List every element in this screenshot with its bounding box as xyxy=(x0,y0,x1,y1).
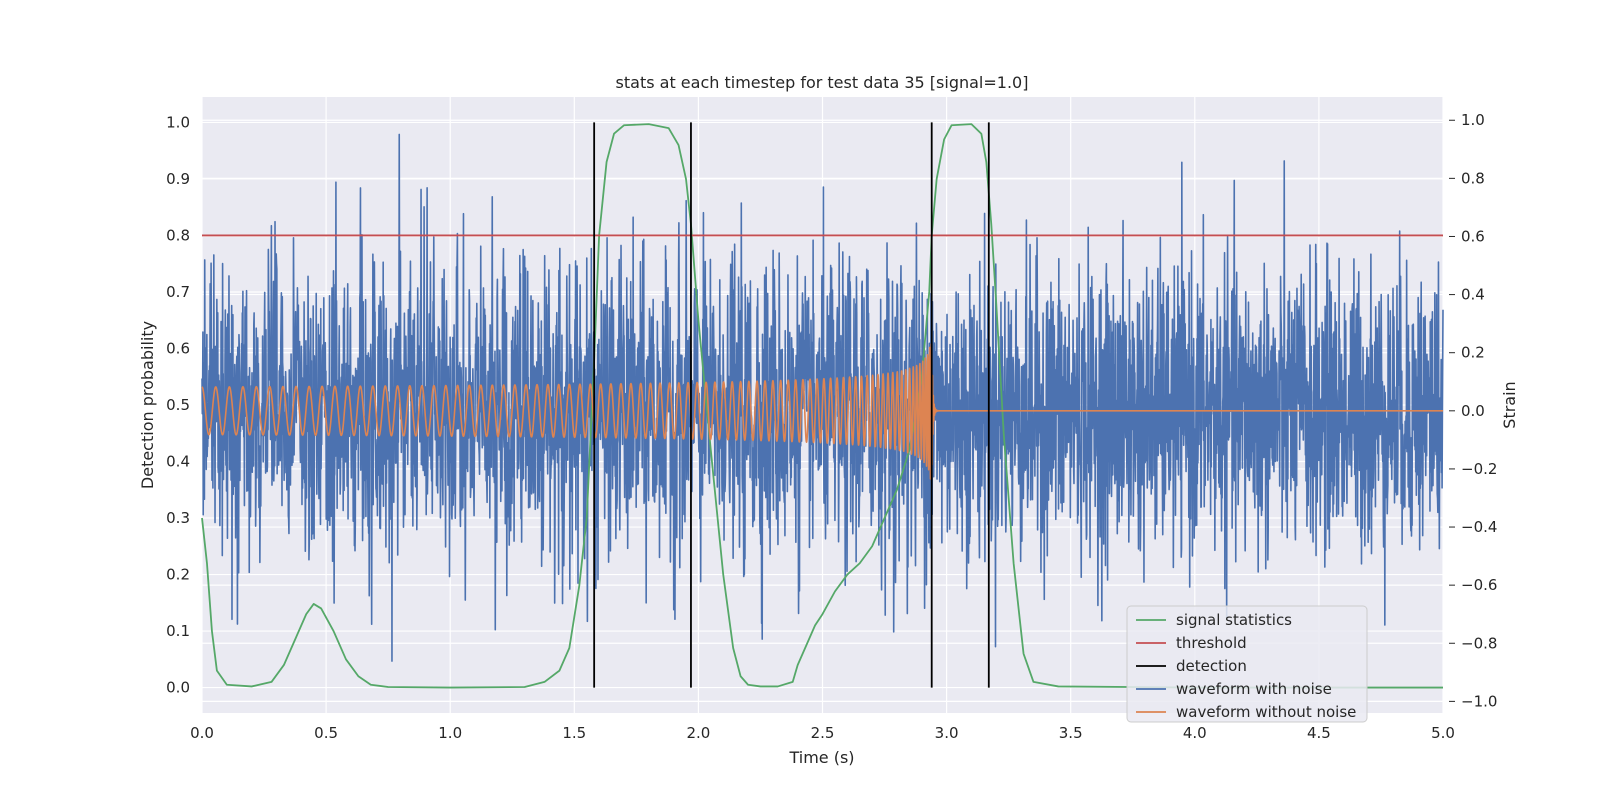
y-tick-label-left: 0.2 xyxy=(166,566,190,584)
y-tick-label-right: 1.0 xyxy=(1461,111,1485,129)
y-tick-label-left: 1.0 xyxy=(166,113,190,131)
y-tick-label-left: 0.9 xyxy=(166,170,190,188)
x-tick-label: 2.0 xyxy=(686,724,710,742)
y-tick-label-right: 0.6 xyxy=(1461,227,1485,245)
waveform-without-noise-line xyxy=(201,343,1444,483)
y-tick-label-right: −0.8 xyxy=(1461,634,1497,652)
waveform-with-noise-line xyxy=(201,133,1444,662)
x-tick-label: 4.5 xyxy=(1307,724,1331,742)
y-tick-label-right: −1.0 xyxy=(1461,692,1497,710)
legend-label-detection: detection xyxy=(1176,657,1247,675)
legend: signal statistics threshold detection wavef… xyxy=(1126,605,1368,723)
y-axis-label-left: Detection probability xyxy=(138,321,157,489)
legend-label-threshold: threshold xyxy=(1176,634,1247,652)
x-tick-label: 3.5 xyxy=(1059,724,1083,742)
legend-label-signal-statistics: signal statistics xyxy=(1176,611,1292,629)
y-tick-label-right: 0.8 xyxy=(1461,169,1485,187)
y-tick-label-left: 0.3 xyxy=(166,509,190,527)
signal-statistics-line xyxy=(201,123,1443,689)
y-tick-label-right: −0.4 xyxy=(1461,518,1497,536)
y-tick-label-left: 0.0 xyxy=(166,679,190,697)
y-tick-label-right: 0.2 xyxy=(1461,344,1485,362)
y-tick-label-left: 0.5 xyxy=(166,396,190,414)
y-tick-label-left: 0.4 xyxy=(166,453,190,471)
x-tick-label: 1.5 xyxy=(562,724,586,742)
legend-label-waveform-without-noise: waveform without noise xyxy=(1176,703,1356,721)
x-tick-label: 3.0 xyxy=(935,724,959,742)
x-tick-label: 2.5 xyxy=(811,724,835,742)
legend-label-waveform-with-noise: waveform with noise xyxy=(1176,680,1332,698)
y-tick-label-left: 0.1 xyxy=(166,622,190,640)
x-tick-label: 5.0 xyxy=(1431,724,1455,742)
y-tick-label-left: 0.6 xyxy=(166,339,190,357)
legend-box xyxy=(1126,605,1368,723)
x-tick-label: 0.0 xyxy=(190,724,214,742)
y-tick-label-left: 0.8 xyxy=(166,226,190,244)
x-tick-label: 1.0 xyxy=(438,724,462,742)
y-tick-label-left: 0.7 xyxy=(166,283,190,301)
y-tick-label-right: −0.6 xyxy=(1461,576,1497,594)
y-tick-label-right: −0.2 xyxy=(1461,460,1497,478)
ticks: 0.0 0.5 1.0 1.5 2.0 2.5 3.0 3.5 4.0 4.5 5.0 0.0 0.1 0… xyxy=(166,111,1497,742)
y-axis-label-right: Strain xyxy=(1500,381,1519,428)
x-axis-label: Time (s) xyxy=(788,748,854,767)
series xyxy=(201,122,1444,689)
chart-title: stats at each timestep for test data 35 … xyxy=(616,73,1029,92)
x-tick-label: 4.0 xyxy=(1183,724,1207,742)
y-tick-label-right: 0.0 xyxy=(1461,402,1485,420)
y-tick-label-right: 0.4 xyxy=(1461,286,1485,304)
x-tick-label: 0.5 xyxy=(314,724,338,742)
